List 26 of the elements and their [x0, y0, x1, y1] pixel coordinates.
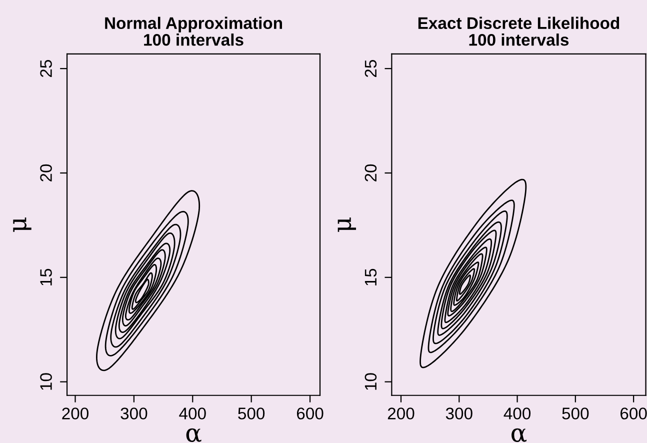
y-tick-label: 20 [364, 164, 377, 182]
chart-title: Exact Discrete Likelihood [418, 16, 620, 30]
y-tick-label: 15 [40, 268, 52, 286]
chart-title: Normal Approximation [105, 16, 282, 32]
y-tick-label: 25 [40, 60, 52, 78]
x-tick-label: 300 [446, 408, 472, 420]
x-tick-label: 600 [296, 408, 324, 420]
x-axis-title: α [512, 428, 526, 442]
y-axis-title: μ [338, 217, 356, 232]
x-tick-label: 400 [504, 408, 531, 420]
x-tick-label: 600 [620, 408, 647, 420]
y-tick-label: 10 [364, 373, 377, 390]
x-tick-label: 400 [179, 408, 206, 420]
y-tick-label: 10 [40, 373, 52, 390]
chart-subtitle: 100 intervals [469, 34, 569, 46]
x-tick-label: 200 [388, 408, 414, 420]
chart-subtitle: 100 intervals [144, 34, 244, 46]
y-axis-title: μ [13, 217, 32, 232]
x-tick-label: 200 [62, 408, 88, 420]
x-axis-title: α [186, 428, 202, 442]
x-tick-label: 500 [238, 408, 265, 420]
y-tick-label: 15 [364, 268, 377, 286]
x-tick-label: 500 [562, 408, 589, 420]
x-tick-label: 300 [120, 408, 148, 420]
y-tick-label: 20 [40, 164, 52, 182]
y-tick-label: 25 [364, 60, 377, 78]
